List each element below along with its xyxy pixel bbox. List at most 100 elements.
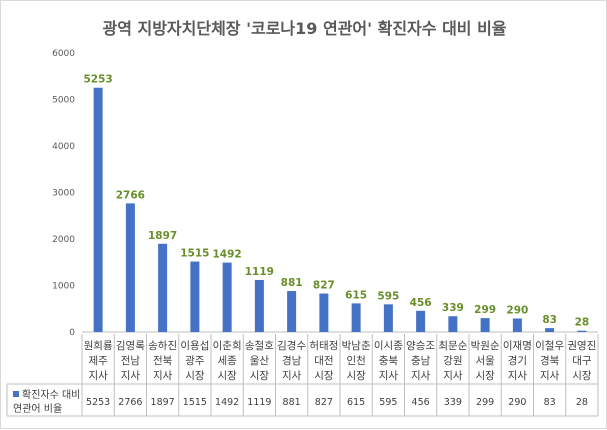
category-region: 경북 [540,354,560,367]
data-label: 299 [474,304,496,316]
table-value: 595 [379,397,397,408]
bar [125,203,135,332]
category-name: 김경수 [277,339,306,352]
y-tick-label: 4000 [52,142,75,152]
table-value: 881 [283,397,301,408]
table-value: 1515 [183,397,207,408]
category-role: 지사 [153,370,173,382]
category-name: 허태정 [309,340,338,352]
data-label: 1492 [213,249,242,261]
bar [254,279,264,332]
bar [480,318,490,332]
data-label: 827 [313,280,335,292]
data-label: 1119 [245,266,274,278]
data-label: 1515 [180,248,209,260]
bar [512,318,522,332]
chart-title: 광역 지방자치단체장 '코로나19 연관어' 확진자수 대비 비율 [102,19,507,38]
table-value: 2766 [118,397,142,408]
category-role: 시장 [185,370,205,382]
category-region: 경기 [508,354,527,367]
bar [190,261,200,332]
category-role: 지사 [282,370,302,382]
data-label: 2766 [116,189,145,201]
category-region: 강원 [443,355,462,367]
category-role: 시장 [314,370,334,382]
data-label: 339 [442,302,464,314]
table-value: 299 [476,397,494,408]
table-value: 1492 [215,397,239,408]
category-role: 지사 [121,370,141,382]
bar [545,328,555,332]
data-label: 290 [506,305,528,317]
category-name: 송하진 [148,339,177,352]
table-value: 83 [544,397,556,408]
category-role: 지사 [411,370,431,382]
data-label: 615 [345,289,367,301]
category-region: 충남 [411,355,431,367]
y-tick-label: 2000 [52,235,75,245]
category-region: 서울 [475,355,495,367]
category-role: 시장 [217,370,237,382]
category-name: 이춘희 [213,340,242,352]
data-label: 28 [575,317,590,329]
category-region: 대전 [314,355,333,367]
category-name: 박남춘 [342,340,371,352]
y-tick-label: 3000 [52,189,75,199]
category-role: 시장 [572,370,592,382]
category-name: 원희룡 [84,340,113,352]
category-role: 시장 [475,370,495,382]
category-role: 시장 [250,370,270,382]
bar [577,330,587,332]
bar [351,303,361,332]
legend-swatch [13,391,19,397]
category-name: 권영진 [567,340,596,352]
category-region: 충북 [379,355,399,367]
category-region: 세종 [217,355,237,367]
category-region: 인천 [346,355,365,367]
category-region: 전남 [121,355,141,367]
data-label: 456 [410,297,432,309]
y-tick-label: 1000 [52,282,75,292]
bar [222,262,232,332]
legend-label: 연관어 비율 [13,403,62,415]
category-name: 이시종 [374,340,403,352]
table-value: 290 [508,397,526,408]
bar [448,316,458,332]
category-role: 시장 [346,370,366,382]
y-tick-label: 5000 [52,96,75,106]
category-name: 김영록 [116,340,145,352]
bar [158,243,168,332]
category-role: 지사 [379,370,399,382]
category-role: 지사 [88,370,108,382]
data-label: 1897 [148,230,177,242]
data-label: 83 [542,314,557,326]
category-region: 전북 [153,355,173,367]
category-region: 제주 [88,355,108,367]
category-name: 박원순 [471,340,500,352]
category-name: 최문순 [438,340,467,352]
category-region: 대구 [572,355,592,367]
category-role: 지사 [508,370,528,382]
category-region: 울산 [250,355,270,367]
table-value: 28 [576,397,588,408]
data-label: 595 [377,290,399,302]
table-value: 5253 [86,397,110,408]
legend-label: 확진자수 대비 [22,389,80,401]
bar [319,293,329,332]
category-role: 지사 [540,370,560,382]
data-label: 881 [281,277,303,289]
table-value: 339 [444,397,462,408]
table-value: 615 [347,397,365,408]
table-value: 827 [315,397,333,408]
category-name: 송철호 [245,340,274,352]
table-value: 1119 [247,397,271,408]
data-label: 5253 [84,74,113,86]
table-value: 456 [412,397,430,408]
category-region: 경남 [282,354,302,367]
y-tick-label: 6000 [52,49,75,59]
table-value: 1897 [151,397,175,408]
bar [383,304,393,332]
y-tick-label: 0 [69,328,75,338]
